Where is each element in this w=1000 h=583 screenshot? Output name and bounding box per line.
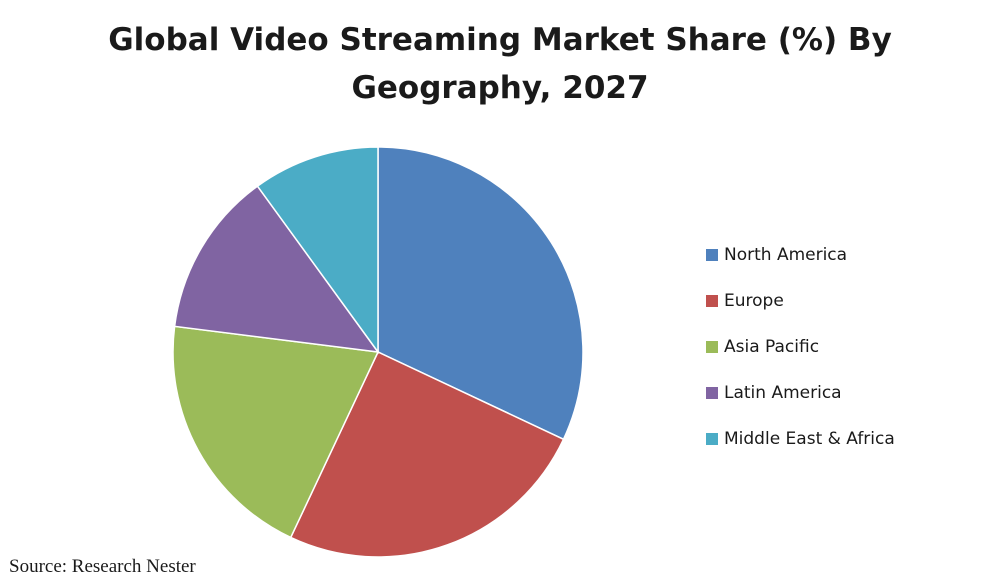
legend-label: Middle East & Africa — [724, 429, 895, 449]
pie-slice-asia-pacific — [172, 325, 380, 539]
legend-swatch — [706, 295, 718, 307]
legend-label: Asia Pacific — [724, 337, 820, 357]
pie-slice-middle-east-africa — [256, 146, 379, 355]
legend-label: North America — [724, 245, 848, 265]
chart-title-line-1: Global Video Streaming Market Share (%) … — [108, 22, 892, 58]
legend-item-middle-east-africa: Middle East & Africa — [706, 416, 895, 462]
legend-item-europe: Europe — [706, 278, 895, 324]
legend-item-north-america: North America — [706, 232, 895, 278]
legend-label: Latin America — [724, 383, 842, 403]
legend-item-latin-america: Latin America — [706, 370, 895, 416]
legend-label: Europe — [724, 291, 784, 311]
legend-item-asia-pacific: Asia Pacific — [706, 324, 895, 370]
legend: North America Europe Asia Pacific Latin Ame… — [706, 232, 895, 462]
pie-slice-north-america — [377, 146, 584, 441]
chart-title-line-2: Geography, 2027 — [351, 70, 649, 106]
pie-slice-europe — [289, 351, 565, 558]
chart-title: Global Video Streaming Market Share (%) … — [0, 16, 1000, 112]
legend-swatch — [706, 341, 718, 353]
source-note: Source: Research Nester — [9, 556, 196, 577]
legend-swatch — [706, 387, 718, 399]
legend-swatch — [706, 433, 718, 445]
pie-slice-latin-america — [173, 185, 380, 353]
legend-swatch — [706, 249, 718, 261]
